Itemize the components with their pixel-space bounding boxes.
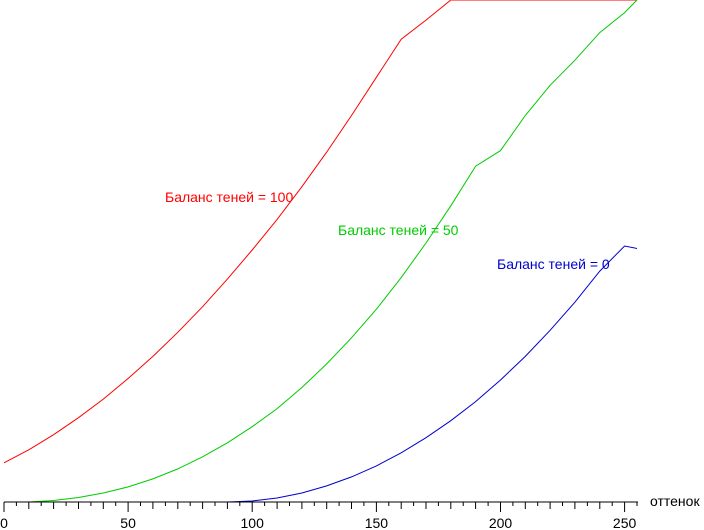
series-lines [3,0,638,503]
x-tick-label: 200 [489,515,513,530]
x-tick-label: 50 [120,515,136,530]
x-axis: 0 50 100 150 200 250 оттенок [0,493,700,530]
x-tick-label: 150 [365,515,389,530]
series-line-2 [4,245,638,503]
series-label-2: Баланс теней = 0 [497,256,610,272]
series-line-1 [4,0,638,503]
series-label-0: Баланс теней = 100 [165,189,293,205]
series-labels: Баланс теней = 100 Баланс теней = 50 Балан… [165,189,610,272]
x-axis-label: оттенок [650,493,700,509]
x-tick-label: 250 [613,515,637,530]
x-tick-label: 100 [241,515,265,530]
series-line-0 [3,0,637,464]
x-tick-label: 0 [0,515,8,530]
series-label-1: Баланс теней = 50 [338,222,459,238]
